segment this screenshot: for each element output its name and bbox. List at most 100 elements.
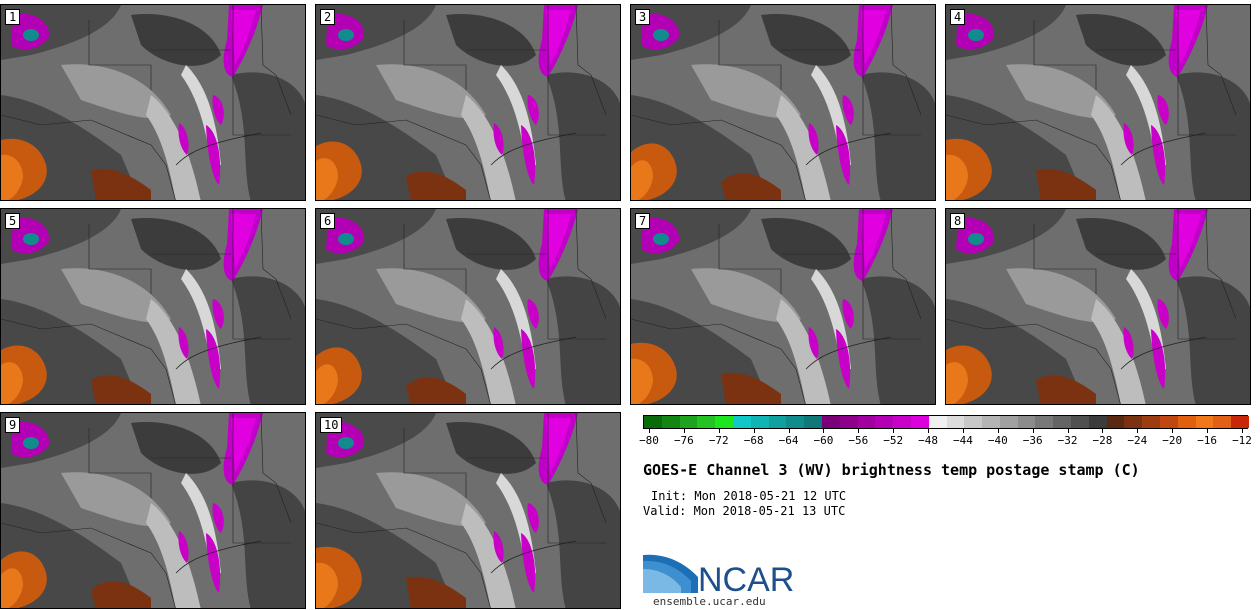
colorbar-tick-label: −16: [1197, 434, 1218, 447]
colorbar-segment: [661, 416, 681, 428]
colorbar-segment: [1213, 416, 1232, 428]
panel-2: 2: [315, 4, 621, 201]
ncar-wordmark: NCAR: [698, 561, 793, 595]
colorbar-tick: [718, 429, 720, 433]
colorbar-segment: [1106, 416, 1125, 428]
panel-number-label: 6: [320, 213, 336, 229]
colorbar-tick-label: −48: [918, 434, 938, 447]
panel-number-label: 10: [320, 417, 343, 433]
panel-6: 6: [315, 208, 621, 405]
panel-10: 10: [315, 412, 621, 609]
colorbar-segment: [1088, 416, 1108, 428]
panel-number-label: 1: [5, 9, 21, 25]
colorbar-segment: [1017, 416, 1036, 428]
colorbar-segment: [1071, 416, 1090, 428]
colorbar-segment: [875, 416, 894, 428]
colorbar-segment: [1177, 416, 1197, 428]
colorbar-segment: [644, 416, 663, 428]
colorbar-tick: [683, 429, 685, 433]
colorbar-tick: [893, 429, 895, 433]
colorbar: [643, 415, 1250, 429]
colorbar-tick-label: −40: [987, 434, 1008, 447]
colorbar-tick: [928, 429, 930, 433]
panel-5: 5: [0, 208, 306, 405]
panel-number-label: 2: [320, 9, 336, 25]
colorbar-segment: [893, 416, 912, 428]
panel-number-label: 7: [635, 213, 651, 229]
colorbar-tick-label: −76: [673, 434, 694, 447]
ncar-url-link[interactable]: ensemble.ucar.edu: [653, 595, 766, 608]
colorbar-tick: [1032, 429, 1034, 433]
colorbar-tick-label: −52: [883, 434, 904, 447]
panel-number-label: 4: [950, 9, 966, 25]
brightness-temp-map: [316, 209, 620, 404]
colorbar-segment: [679, 416, 698, 428]
colorbar-tick: [997, 429, 999, 433]
colorbar-segment: [786, 416, 805, 428]
colorbar-segment: [821, 416, 841, 428]
colorbar-segment: [910, 416, 930, 428]
colorbar-tick-label: −56: [848, 434, 869, 447]
colorbar-tick: [1067, 429, 1069, 433]
colorbar-segment: [982, 416, 1001, 428]
colorbar-tick-label: −80: [639, 434, 659, 447]
main-title: GOES-E Channel 3 (WV) brightness temp po…: [643, 461, 1140, 479]
colorbar-tick: [1172, 429, 1174, 433]
colorbar-tick-label: −20: [1162, 434, 1183, 447]
panel-7: 7: [630, 208, 936, 405]
colorbar-segment: [697, 416, 716, 428]
colorbar-tick-label: −44: [953, 434, 973, 447]
colorbar-tick: [1242, 429, 1243, 433]
colorbar-segment: [1231, 416, 1250, 428]
panel-number-label: 3: [635, 9, 651, 25]
brightness-temp-map: [631, 209, 935, 404]
colorbar-tick: [649, 429, 650, 433]
panel-4: 4: [945, 4, 1251, 201]
colorbar-tick: [788, 429, 790, 433]
colorbar-segment: [1053, 416, 1072, 428]
colorbar-tick: [1102, 429, 1104, 433]
brightness-temp-map: [631, 5, 935, 200]
colorbar-tick-label: −68: [743, 434, 764, 447]
valid-time: Valid: Mon 2018-05-21 13 UTC: [643, 504, 846, 518]
colorbar-segment: [964, 416, 983, 428]
colorbar-tick-label: −12: [1232, 434, 1252, 447]
panel-9: 9: [0, 412, 306, 609]
panel-8: 8: [945, 208, 1251, 405]
colorbar-tick: [753, 429, 755, 433]
colorbar-segment: [804, 416, 823, 428]
colorbar-segment: [1160, 416, 1179, 428]
colorbar-tick-label: −72: [708, 434, 729, 447]
panel-3: 3: [630, 4, 936, 201]
panel-1: 1: [0, 4, 306, 201]
colorbar-segment: [732, 416, 752, 428]
colorbar-tick-label: −36: [1022, 434, 1043, 447]
brightness-temp-map: [946, 5, 1250, 200]
colorbar-tick: [1207, 429, 1209, 433]
colorbar-segment: [715, 416, 734, 428]
colorbar-tick-label: −32: [1057, 434, 1078, 447]
ncar-logo: NCAR: [643, 554, 793, 595]
panel-number-label: 8: [950, 213, 966, 229]
panel-number-label: 5: [5, 213, 21, 229]
colorbar-tick: [858, 429, 860, 433]
brightness-temp-map: [316, 5, 620, 200]
brightness-temp-map: [946, 209, 1250, 404]
colorbar-segment: [839, 416, 859, 428]
colorbar-tick-label: −64: [778, 434, 799, 447]
colorbar-tick-label: −60: [813, 434, 834, 447]
colorbar-segment: [750, 416, 770, 428]
colorbar-tick-label: −28: [1092, 434, 1113, 447]
colorbar-segment: [999, 416, 1019, 428]
colorbar-segment: [857, 416, 876, 428]
colorbar-segment: [1035, 416, 1054, 428]
colorbar-ticks: −80 −76 −72 −68 −64 −60 −56 −52 −48 −44 −40 −36 −32 −…: [639, 429, 1252, 453]
colorbar-tick: [962, 429, 964, 433]
brightness-temp-map: [1, 209, 305, 404]
brightness-temp-map: [1, 5, 305, 200]
colorbar-segment: [946, 416, 965, 428]
colorbar-tick-label: −24: [1127, 434, 1148, 447]
brightness-temp-map: [316, 413, 620, 608]
brightness-temp-map: [1, 413, 305, 608]
